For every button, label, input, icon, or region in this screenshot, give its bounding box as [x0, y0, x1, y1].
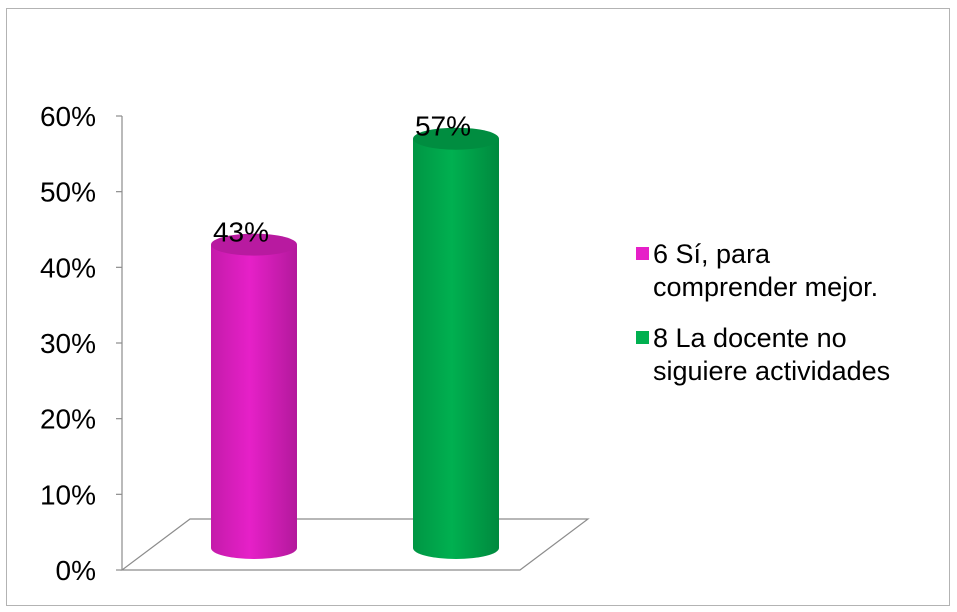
- legend-swatch-magenta: [636, 247, 649, 260]
- legend-label-line2: siguiere actividades: [653, 356, 891, 386]
- data-label: 43%: [213, 217, 269, 248]
- y-tick-label: 10%: [40, 479, 96, 510]
- chart-bars: [211, 127, 499, 559]
- legend-swatch-green: [636, 331, 649, 344]
- legend-item-6: 6 Sí, para comprender mejor.: [636, 238, 951, 304]
- y-tick-label: 0%: [56, 555, 96, 586]
- legend-item-8: 8 La docente no siguiere actividades: [636, 322, 951, 388]
- legend-label-line1: 6 Sí, para: [653, 239, 771, 269]
- y-tick-label: 60%: [40, 101, 96, 132]
- chart-axes: [116, 115, 590, 571]
- legend-label-line2: comprender mejor.: [653, 272, 879, 302]
- y-tick-label: 30%: [40, 328, 96, 359]
- legend-label-line1: 8 La docente no: [653, 323, 847, 353]
- chart-labels: 0% 10% 20% 30% 40% 50% 60% 43% 57%: [40, 101, 471, 586]
- bar-docente-no-sugiere: [413, 138, 499, 559]
- data-label: 57%: [415, 111, 471, 142]
- bar-si-comprender: [211, 244, 297, 559]
- bar-top-cap: [211, 233, 297, 256]
- y-tick-label: 40%: [40, 252, 96, 283]
- y-tick-label: 50%: [40, 177, 96, 208]
- y-tick-label: 20%: [40, 404, 96, 435]
- legend: 6 Sí, para comprender mejor. 8 La docent…: [636, 238, 951, 406]
- bar-top-cap: [413, 127, 499, 150]
- chart-floor: [120, 518, 590, 571]
